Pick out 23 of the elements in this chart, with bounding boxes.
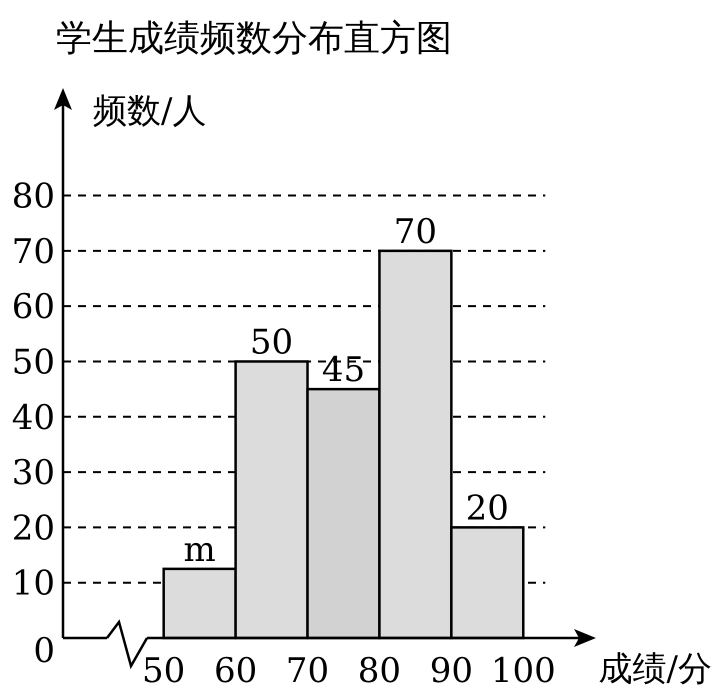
data-label: 70 [394,212,438,252]
y-tick-label: 40 [12,398,55,438]
y-tick-label: 50 [12,342,55,382]
y-axis-title: 频数/人 [93,91,206,131]
y-tick-label: 60 [12,287,55,328]
chart-title: 学生成绩频数分布直方图 [56,18,452,59]
y-tick-label: 70 [12,232,55,272]
y-tick-label: 30 [12,453,55,494]
data-label: 20 [466,488,509,528]
y-tick-label: 20 [12,508,55,548]
data-label: 50 [250,322,294,362]
x-tick-label: 70 [286,651,330,691]
y-tick-label: 10 [12,564,55,604]
x-tick-label: 60 [214,651,258,691]
x-tick-label: 90 [430,651,473,691]
x-tick-label: 100 [490,651,556,691]
y-tick-label: 0 [33,631,55,671]
x-tick-label: 50 [142,651,186,691]
x-axis-title: 成绩/分 [598,649,712,689]
data-label: 45 [322,350,366,390]
x-tick-label: 80 [358,651,402,691]
y-tick-label: 80 [12,176,55,217]
data-label: m [184,530,216,570]
